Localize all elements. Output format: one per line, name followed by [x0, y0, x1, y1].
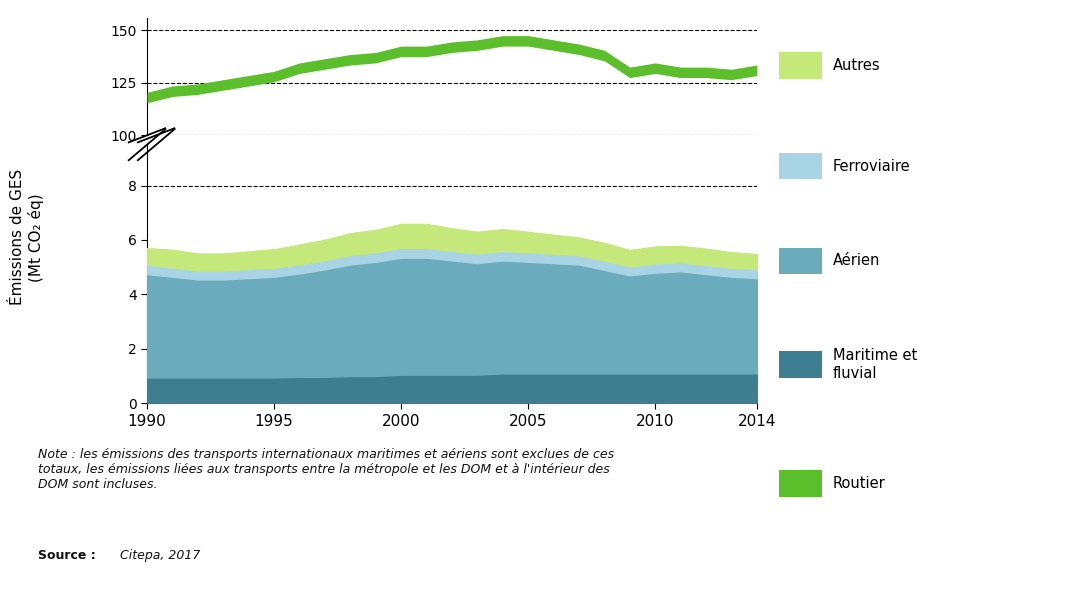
Text: Source :: Source :: [38, 549, 96, 562]
Text: Citepa, 2017: Citepa, 2017: [120, 549, 200, 562]
Text: Ferroviaire: Ferroviaire: [833, 158, 910, 174]
Text: Aérien: Aérien: [833, 253, 881, 269]
Text: Autres: Autres: [833, 58, 881, 73]
Text: Émissions de GES
(Mt CO₂ éq): Émissions de GES (Mt CO₂ éq): [11, 169, 44, 305]
Text: Routier: Routier: [833, 476, 885, 491]
Text: Note : les émissions des transports internationaux maritimes et aériens sont exc: Note : les émissions des transports inte…: [38, 448, 614, 491]
Text: Maritime et
fluvial: Maritime et fluvial: [833, 349, 917, 381]
